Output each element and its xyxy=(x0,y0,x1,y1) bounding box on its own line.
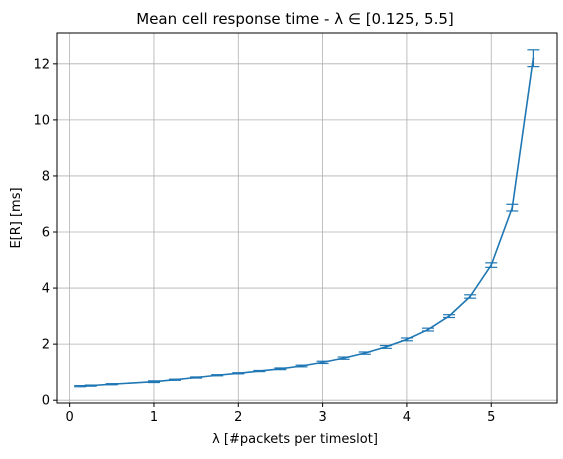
y-tick-label: 6 xyxy=(42,226,50,241)
x-tick-label: 0 xyxy=(66,410,74,425)
data-point xyxy=(511,206,514,209)
data-point xyxy=(110,383,113,386)
y-tick-label: 10 xyxy=(33,113,50,128)
data-point xyxy=(490,264,493,266)
data-point xyxy=(153,380,155,383)
data-point xyxy=(427,328,429,331)
error-bar xyxy=(358,351,371,355)
error-bar xyxy=(421,327,434,332)
data-point xyxy=(300,365,303,367)
error-bar xyxy=(105,383,118,386)
data-point xyxy=(406,338,408,341)
x-tick-label: 3 xyxy=(318,410,326,425)
data-point xyxy=(79,385,82,388)
data-point xyxy=(363,352,366,355)
data-point xyxy=(384,346,387,348)
y-tick-label: 2 xyxy=(42,338,50,353)
error-bar xyxy=(74,385,87,388)
data-point xyxy=(279,367,282,370)
error-bar xyxy=(295,364,308,368)
series-line xyxy=(80,58,535,387)
data-point xyxy=(532,57,535,60)
y-tick-label: 4 xyxy=(42,282,50,297)
data-point xyxy=(448,315,450,318)
error-bar xyxy=(316,360,329,365)
error-bar xyxy=(443,314,456,319)
error-bar xyxy=(147,380,160,384)
data-point xyxy=(342,357,345,360)
data-point xyxy=(195,376,198,379)
data-point xyxy=(89,384,92,387)
y-tick-label: 8 xyxy=(42,169,50,184)
data-point xyxy=(258,370,261,372)
error-bar xyxy=(485,262,498,268)
error-bar xyxy=(253,369,266,373)
error-bar xyxy=(527,49,540,68)
data-point xyxy=(469,295,472,298)
y-tick-label: 12 xyxy=(33,57,50,72)
error-bar xyxy=(464,294,477,299)
error-bar xyxy=(84,384,97,387)
plot-frame xyxy=(56,32,558,404)
error-bar xyxy=(400,337,413,342)
x-axis-label: λ [#packets per timeslot] xyxy=(212,432,378,447)
data-point xyxy=(216,374,219,377)
data-point xyxy=(321,361,324,364)
error-bar xyxy=(211,374,224,377)
error-bar xyxy=(232,372,245,375)
y-axis-label: E[R] [ms] xyxy=(9,187,24,248)
x-tick-label: 4 xyxy=(403,410,411,425)
error-bar xyxy=(190,376,203,379)
error-bar xyxy=(169,378,182,381)
error-bar xyxy=(506,203,519,212)
grid xyxy=(57,33,557,403)
chart-title: Mean cell response time - λ ∈ [0.125, 5.… xyxy=(136,10,453,28)
x-tick-label: 1 xyxy=(150,410,158,425)
x-tick-label: 5 xyxy=(487,410,495,425)
x-tick-label: 2 xyxy=(234,410,242,425)
y-tick-label: 0 xyxy=(42,394,50,409)
data-point xyxy=(237,372,240,375)
data-point xyxy=(174,378,176,381)
error-bar xyxy=(337,356,350,360)
error-bar xyxy=(274,367,287,371)
error-bar xyxy=(379,344,392,349)
series-layer xyxy=(74,49,540,388)
